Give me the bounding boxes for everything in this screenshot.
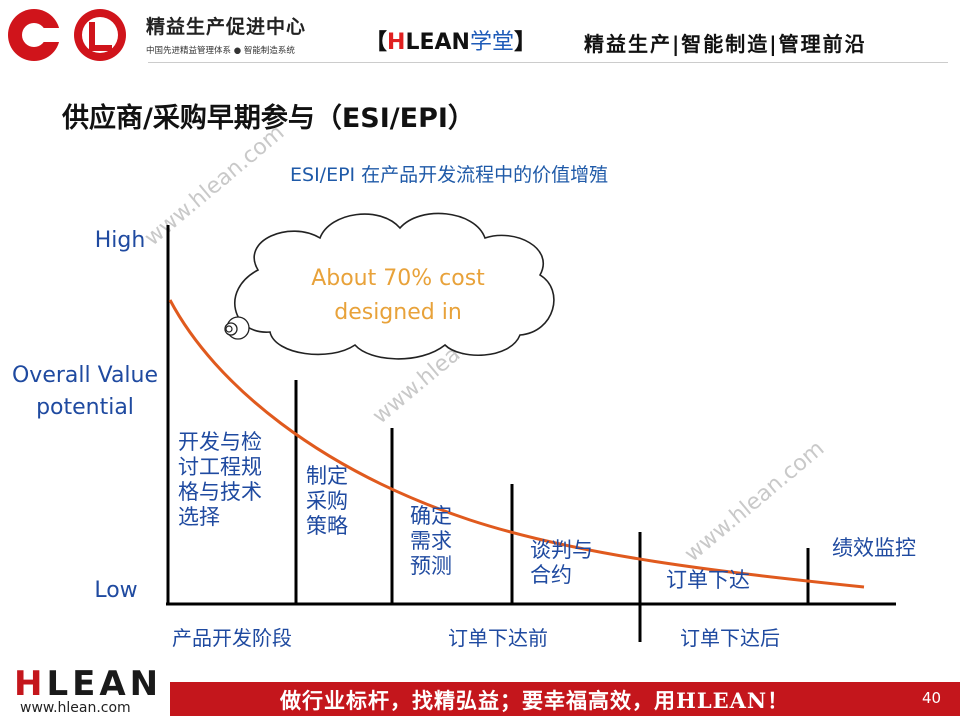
cloud-line-2: designed in [334,300,462,325]
page-number: 40 [922,689,942,707]
stage-1-line-1: 开发与检 [178,430,262,454]
brand-bracket-open: 【 [365,30,388,55]
phase-label-1: 产品开发阶段 [172,626,292,650]
header-tagline: 精益生产|智能制造|管理前沿 [584,32,867,56]
stage-1-line-2: 讨工程规 [178,455,262,479]
diagram-subtitle: ESI/EPI 在产品开发流程中的价值增殖 [290,164,609,186]
header-divider [148,62,948,63]
stage-label-3: 确定 需求 预测 [410,504,452,579]
stage-1-line-4: 选择 [178,505,220,529]
y-axis-title-line-2: potential [36,395,134,420]
y-axis-title-line-1: Overall Value [11,363,159,388]
stage-label-4: 谈判与 合约 [530,538,593,588]
stage-5-line-1: 订单下达 [666,568,750,592]
org-name: 精益生产促进中心 [146,16,307,38]
footer-logo: HLEAN [14,664,162,704]
stage-2-line-3: 策略 [306,514,348,538]
brand-logo-icon [8,9,126,61]
footer-slogan: 做行业标杆，找精弘益；要幸福高效，用HLEAN！ [280,688,790,713]
header: 精益生产促进中心 中国先进精益管理体系 ● 智能制造系统 【HLEAN学堂】 精… [0,0,960,72]
stage-4-line-1: 谈判与 [530,538,593,562]
brand-name: 【HLEAN学堂】 [365,24,536,56]
footer-logo-h: H [14,664,47,704]
slide-title: 供应商/采购早期参与（ESI/EPI） [62,103,475,134]
stage-3-line-1: 确定 [410,504,452,528]
brand-lean: LEAN [405,30,470,55]
phase-label-2: 订单下达前 [448,626,548,650]
stage-label-5: 订单下达 [666,568,750,593]
y-axis-title: Overall Value potential [4,360,166,424]
org-subtitle: 中国先进精益管理体系 ● 智能制造系统 [146,46,295,56]
footer-logo-rest: LEAN [46,664,163,704]
phase-label-3: 订单下达后 [680,626,780,650]
y-label-low: Low [94,578,138,603]
stage-label-1: 开发与检 讨工程规 格与技术 选择 [178,430,262,530]
stage-2-line-1: 制定 [306,464,348,488]
cloud-shape [224,212,555,360]
stage-label-2: 制定 采购 策略 [306,464,348,539]
y-label-high: High [94,228,146,253]
stage-2-line-2: 采购 [306,489,348,513]
stage-6-line-1: 绩效监控 [832,536,916,560]
cloud-line-1: About 70% cost [311,266,485,291]
stage-1-line-3: 格与技术 [178,480,262,504]
stage-3-line-3: 预测 [410,554,452,578]
footer-site: www.hlean.com [20,700,131,716]
stage-label-6: 绩效监控 [832,536,916,561]
footer-bar: 做行业标杆，找精弘益；要幸福高效，用HLEAN！ 40 [170,682,960,716]
stage-4-line-2: 合约 [530,563,572,587]
brand-bracket-close: 】 [513,30,536,55]
cloud-text: About 70% cost designed in [288,262,508,330]
brand-h: H [387,30,406,55]
brand-xuetang: 学堂 [469,30,514,55]
value-curve [168,299,865,589]
stage-3-line-2: 需求 [410,529,452,553]
